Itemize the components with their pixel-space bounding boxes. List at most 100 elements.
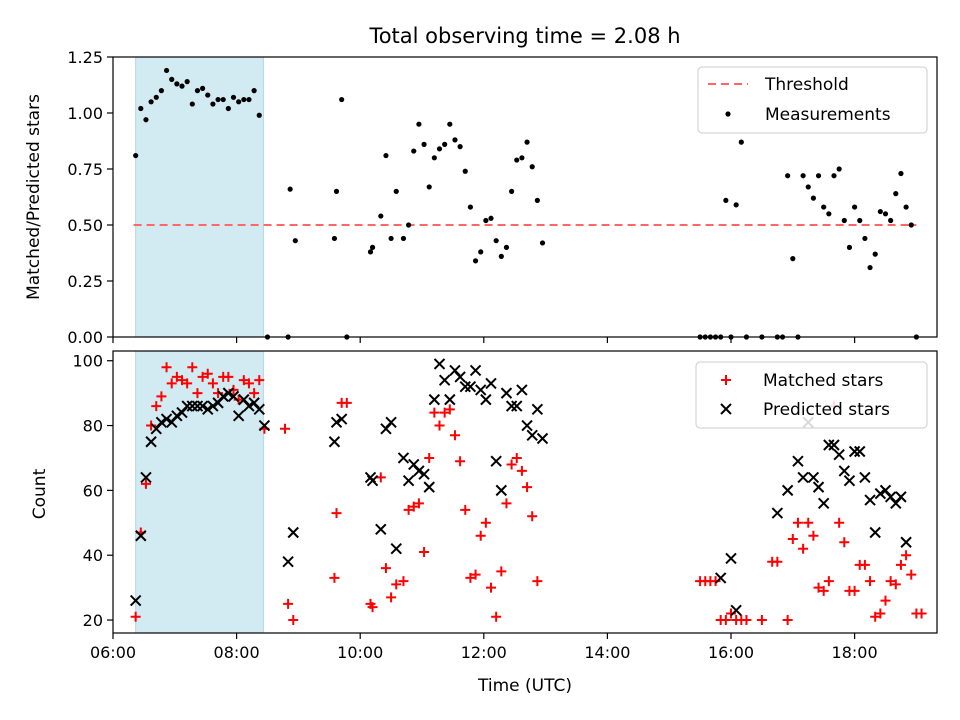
predicted-star-point: [843, 474, 856, 487]
predicted-star-point: [418, 468, 430, 480]
measurement-point: [882, 211, 889, 217]
matched-star-point: [213, 388, 224, 399]
predicted-star-point: [469, 364, 482, 377]
predicted-star-point: [475, 384, 487, 396]
matched-star-point: [782, 615, 793, 626]
matched-star-point: [233, 394, 244, 405]
measurement-point: [388, 235, 394, 242]
matched-star-point: [419, 546, 430, 557]
measurement-point: [452, 137, 458, 143]
x-tick-label: 16:00: [708, 643, 754, 662]
matched-star-point: [470, 569, 481, 580]
predicted-star-point: [385, 416, 397, 429]
measurement-point: [246, 96, 252, 103]
matched-star-point: [834, 517, 845, 528]
predicted-star-point: [900, 536, 912, 548]
measurement-point: [467, 204, 474, 210]
matched-star-point: [475, 530, 486, 541]
predicted-star-point: [848, 445, 861, 458]
predicted-star-point: [874, 487, 887, 500]
measurement-point: [215, 96, 221, 103]
matched-star-point: [288, 615, 299, 626]
measurement-point: [367, 249, 374, 255]
legend-matched-swatch: [721, 375, 731, 385]
matched-star-point: [486, 582, 497, 593]
predicted-star-point: [253, 403, 265, 416]
measurement-point: [383, 152, 389, 159]
predicted-star-point: [516, 384, 528, 396]
measurement-point: [400, 235, 407, 242]
predicted-star-point: [817, 497, 830, 510]
predicted-star-point: [140, 471, 152, 484]
measurement-point: [723, 197, 729, 203]
predicted-star-point: [287, 526, 299, 539]
matched-star-point: [522, 482, 533, 493]
measurement-point: [205, 92, 211, 98]
predicted-star-point: [335, 413, 348, 425]
predicted-star-point: [895, 491, 907, 503]
predicted-star-point: [854, 445, 866, 458]
matched-star-point: [916, 608, 927, 619]
predicted-star-point: [191, 400, 204, 412]
predicted-star-point: [243, 400, 255, 412]
measurement-point: [462, 168, 468, 174]
predicted-star-point: [160, 413, 173, 425]
measurement-point: [790, 256, 796, 262]
matched-star-point: [870, 611, 881, 622]
measurement-point: [478, 249, 484, 255]
measurement-point: [189, 101, 195, 107]
bottom-y-tick-label: 80: [83, 417, 103, 436]
legend-box: [697, 66, 928, 134]
predicted-star-point: [536, 432, 549, 445]
predicted-star-point: [423, 481, 435, 493]
matched-star-point: [429, 407, 440, 418]
predicted-star-point: [521, 419, 533, 432]
measurement-point: [529, 164, 535, 170]
measurement-point: [524, 139, 530, 145]
predicted-star-point: [725, 552, 737, 565]
predicted-star-point: [438, 374, 451, 386]
predicted-star-point: [196, 400, 209, 412]
matched-star-point: [197, 371, 208, 382]
predicted-star-point: [869, 526, 881, 539]
predicted-star-point: [258, 419, 271, 432]
measurement-point: [826, 211, 832, 217]
matched-star-point: [465, 572, 476, 583]
x-tick-label: 08:00: [214, 643, 260, 662]
measurement-point: [143, 117, 149, 123]
predicted-star-point: [792, 455, 804, 467]
predicted-star-point: [807, 471, 820, 484]
predicted-star-point: [828, 439, 840, 451]
bottom-y-tick-label: 40: [83, 546, 103, 565]
measurement-point: [498, 253, 504, 259]
matched-star-point: [511, 452, 522, 463]
bottom-y-tick-label: 20: [83, 611, 103, 630]
measurement-point: [733, 202, 739, 208]
measurement-point: [488, 215, 494, 221]
measurement-point: [908, 222, 914, 228]
bottom-legend: Matched stars Predicted stars: [695, 361, 928, 429]
matched-star-point: [875, 608, 886, 619]
matched-star-point: [491, 611, 502, 622]
matched-star-point: [238, 375, 249, 386]
predicted-star-point: [207, 400, 219, 412]
predicted-star-point: [864, 494, 876, 506]
measurement-point: [426, 184, 432, 190]
matched-star-point: [741, 615, 752, 626]
measurement-point: [841, 217, 847, 224]
measurement-point: [738, 139, 744, 145]
measurement-point: [852, 204, 858, 210]
top-y-tick-label: 1.00: [67, 104, 103, 123]
predicted-star-point: [823, 439, 835, 451]
predicted-star-point: [145, 436, 157, 448]
predicted-star-point: [413, 465, 425, 477]
measurement-point: [331, 235, 338, 242]
matched-star-point: [413, 498, 424, 509]
predicted-star-point: [155, 416, 168, 429]
matched-star-point: [906, 569, 917, 580]
x-tick-label: 14:00: [584, 643, 630, 662]
matched-star-point: [280, 423, 291, 434]
measurement-point: [194, 88, 201, 94]
measurement-point: [898, 170, 904, 177]
top-y-tick-label: 1.25: [67, 48, 103, 67]
